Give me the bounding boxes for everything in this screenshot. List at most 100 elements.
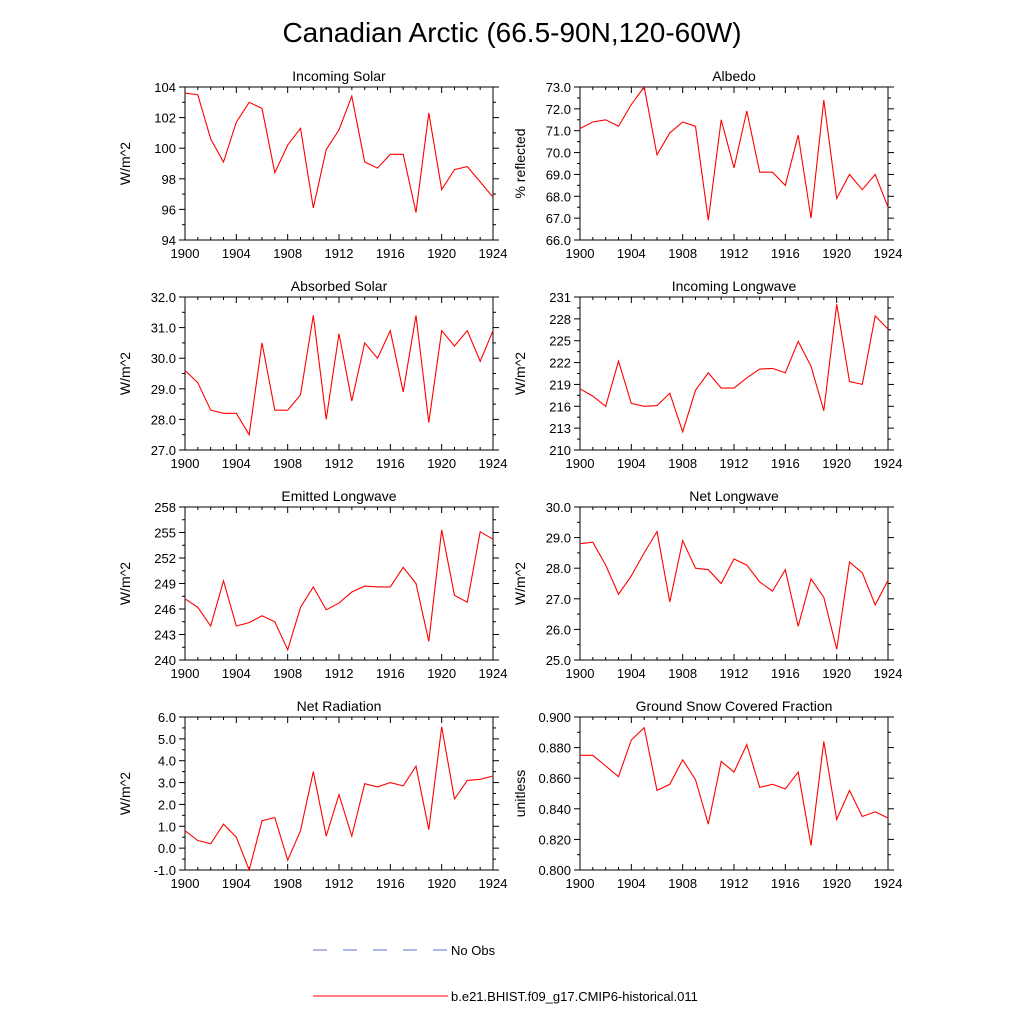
y-axis-label: W/m^2 — [512, 352, 528, 395]
x-tick-label: 1924 — [874, 666, 903, 681]
plot-frame — [184, 296, 494, 451]
y-tick-label: 31.0 — [151, 321, 176, 336]
series-line — [579, 85, 889, 221]
y-tick-label: 96 — [162, 202, 176, 217]
x-tick-label: 1912 — [325, 246, 354, 261]
panel-1: Incoming Solar W/m^2 1900 1904 1908 1912 1916 1… — [117, 68, 507, 261]
y-tick-label: 30.0 — [151, 351, 176, 366]
x-tick-label: 1900 — [171, 666, 200, 681]
panels: Incoming Solar W/m^2 1900 1904 1908 1912 1916 1… — [117, 68, 902, 891]
series-line — [579, 529, 889, 650]
y-tick-label: 0.800 — [538, 863, 571, 878]
y-tick-label: 29.0 — [546, 531, 571, 546]
y-tick-label: 249 — [154, 577, 176, 592]
y-axis-label: W/m^2 — [117, 142, 133, 185]
x-tick-label: 1924 — [874, 456, 903, 471]
series-line — [184, 726, 494, 872]
panel-title: Albedo — [712, 68, 756, 84]
panel-title: Net Radiation — [297, 698, 382, 714]
x-tick-label: 1900 — [171, 456, 200, 471]
y-tick-label: 72.0 — [546, 102, 571, 117]
x-tick-label: 1908 — [273, 246, 302, 261]
y-tick-label: 28.0 — [546, 561, 571, 576]
x-tick-label: 1920 — [822, 876, 851, 891]
y-tick-label: 228 — [549, 312, 571, 327]
legend: No Obs b.e21.BHIST.f09_g17.CMIP6-histori… — [313, 943, 698, 1004]
x-tick-label: 1904 — [222, 876, 251, 891]
y-tick-label: 71.0 — [546, 124, 571, 139]
series-line — [184, 529, 494, 652]
y-axis-label: W/m^2 — [117, 562, 133, 605]
x-tick-label: 1900 — [566, 456, 595, 471]
y-tick-label: 67.0 — [546, 211, 571, 226]
y-tick-label: 27.0 — [546, 592, 571, 607]
y-tick-label: 219 — [549, 377, 571, 392]
y-tick-label: 0.900 — [538, 710, 571, 725]
x-tick-label: 1924 — [479, 456, 508, 471]
x-tick-label: 1900 — [566, 876, 595, 891]
x-tick-label: 1920 — [822, 246, 851, 261]
y-tick-label: 25.0 — [546, 653, 571, 668]
x-tick-label: 1900 — [566, 666, 595, 681]
y-tick-label: 210 — [549, 443, 571, 458]
x-tick-label: 1920 — [822, 456, 851, 471]
y-tick-label: 32.0 — [151, 290, 176, 305]
x-tick-label: 1900 — [566, 246, 595, 261]
panel-8: Ground Snow Covered Fraction unitless 1900… — [512, 698, 902, 891]
x-tick-label: 1912 — [325, 456, 354, 471]
panel-2: Albedo % reflected 1900 1904 1908 1912 1916 192… — [512, 68, 902, 261]
y-tick-label: 5.0 — [158, 732, 176, 747]
y-tick-label: 29.0 — [151, 382, 176, 397]
panel-4: Incoming Longwave W/m^2 1900 1904 1908 1912 19… — [512, 278, 902, 471]
y-tick-label: 225 — [549, 334, 571, 349]
y-tick-label: 28.0 — [151, 412, 176, 427]
plot-frame — [579, 296, 889, 451]
x-tick-label: 1912 — [720, 456, 749, 471]
legend-label-model: b.e21.BHIST.f09_g17.CMIP6-historical.011 — [451, 989, 698, 1004]
x-tick-label: 1920 — [427, 246, 456, 261]
x-tick-label: 1924 — [874, 876, 903, 891]
x-tick-label: 1908 — [273, 876, 302, 891]
figure-title: Canadian Arctic (66.5-90N,120-60W) — [282, 17, 741, 48]
x-tick-label: 1916 — [771, 876, 800, 891]
y-tick-label: 1.0 — [158, 819, 176, 834]
y-tick-label: 213 — [549, 421, 571, 436]
x-tick-label: 1916 — [771, 246, 800, 261]
panel-title: Emitted Longwave — [281, 488, 396, 504]
x-tick-label: 1916 — [376, 666, 405, 681]
x-tick-label: 1904 — [617, 246, 646, 261]
x-tick-label: 1916 — [376, 456, 405, 471]
x-tick-label: 1912 — [325, 666, 354, 681]
y-tick-label: 70.0 — [546, 146, 571, 161]
panel-title: Absorbed Solar — [291, 278, 388, 294]
x-tick-label: 1920 — [822, 666, 851, 681]
y-axis-label: W/m^2 — [117, 352, 133, 395]
y-tick-label: 252 — [154, 551, 176, 566]
panel-title: Incoming Solar — [292, 68, 386, 84]
panel-7: Net Radiation W/m^2 1900 1904 1908 1912 1916 19… — [117, 698, 507, 891]
y-tick-label: 246 — [154, 602, 176, 617]
x-tick-label: 1920 — [427, 666, 456, 681]
x-tick-label: 1908 — [273, 456, 302, 471]
y-tick-label: 0.820 — [538, 832, 571, 847]
x-tick-label: 1916 — [376, 876, 405, 891]
x-tick-label: 1912 — [720, 666, 749, 681]
y-tick-label: 104 — [154, 80, 176, 95]
y-tick-label: 0.0 — [158, 841, 176, 856]
series-line — [579, 304, 889, 434]
series-line — [184, 92, 494, 213]
y-tick-label: 98 — [162, 172, 176, 187]
y-tick-label: 68.0 — [546, 189, 571, 204]
panel-title: Ground Snow Covered Fraction — [636, 698, 833, 714]
x-tick-label: 1900 — [171, 876, 200, 891]
x-tick-label: 1924 — [479, 666, 508, 681]
panel-5: Emitted Longwave W/m^2 1900 1904 1908 1912 191… — [117, 488, 507, 681]
x-tick-label: 1908 — [668, 246, 697, 261]
x-tick-label: 1904 — [222, 456, 251, 471]
plot-frame — [579, 716, 889, 871]
x-tick-label: 1904 — [617, 876, 646, 891]
x-tick-label: 1916 — [771, 666, 800, 681]
panel-title: Incoming Longwave — [672, 278, 797, 294]
x-tick-label: 1904 — [222, 666, 251, 681]
